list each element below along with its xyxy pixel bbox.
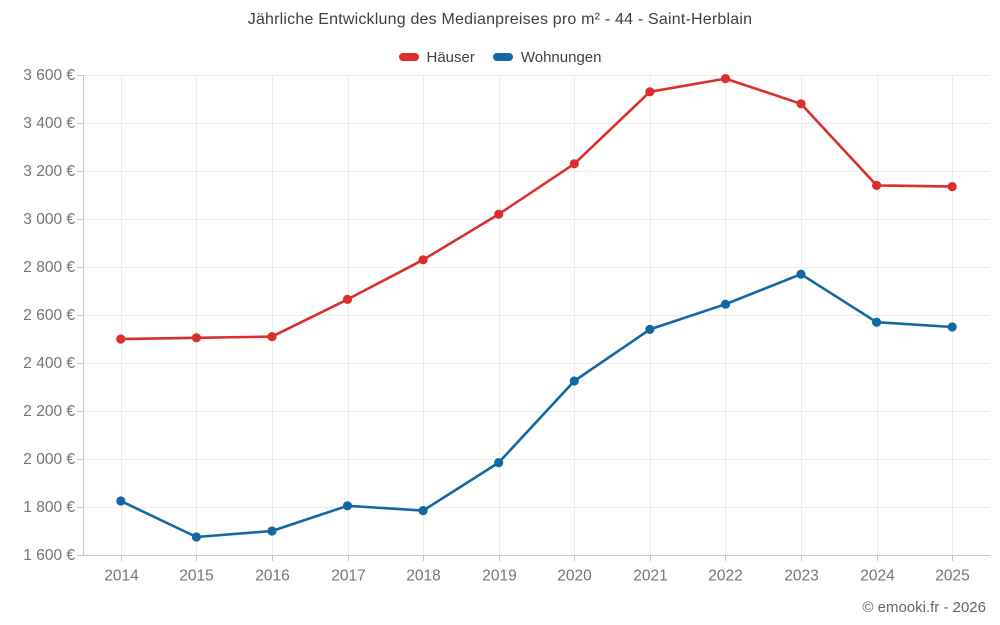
legend-swatch-wohnungen	[492, 53, 513, 61]
data-point-wohnungen-2015[interactable]	[191, 532, 201, 542]
x-tick-label: 2014	[104, 568, 139, 585]
x-tick-label: 2025	[935, 568, 969, 585]
data-point-haeuser-2018[interactable]	[418, 255, 428, 265]
x-tick-label: 2022	[708, 568, 742, 585]
legend-swatch-haeuser	[398, 53, 419, 61]
series-line-haeuser	[119, 77, 954, 341]
data-point-wohnungen-2023[interactable]	[796, 269, 806, 279]
data-point-wohnungen-2019[interactable]	[494, 458, 504, 468]
x-tick-label: 2024	[860, 568, 895, 585]
y-tick-label: 2 200 €	[23, 403, 75, 420]
data-point-haeuser-2016[interactable]	[267, 332, 277, 342]
x-tick-label: 2023	[784, 568, 818, 585]
legend-item-haeuser[interactable]: Häuser	[398, 48, 475, 66]
x-tick-label: 2021	[633, 568, 667, 585]
x-tick-label: 2017	[331, 568, 365, 585]
y-tick-label: 3 200 €	[23, 163, 75, 180]
x-tick-label: 2020	[557, 568, 592, 585]
data-point-haeuser-2019[interactable]	[494, 209, 504, 219]
data-point-haeuser-2017[interactable]	[342, 294, 353, 304]
data-point-wohnungen-2014[interactable]	[116, 496, 126, 506]
data-point-haeuser-2024[interactable]	[872, 180, 882, 190]
legend-item-wohnungen[interactable]: Wohnungen	[492, 48, 602, 66]
y-tick-label: 3 000 €	[23, 211, 75, 228]
data-point-haeuser-2023[interactable]	[796, 99, 806, 109]
copyright: © emooki.fr - 2026	[862, 599, 986, 616]
series-line-wohnungen	[119, 272, 954, 539]
x-tick-label: 2018	[406, 568, 440, 585]
y-tick-label: 2 000 €	[23, 451, 75, 468]
data-point-wohnungen-2025[interactable]	[947, 322, 957, 332]
data-point-haeuser-2022[interactable]	[720, 74, 731, 84]
data-point-haeuser-2015[interactable]	[191, 333, 201, 343]
data-point-haeuser-2025[interactable]	[947, 182, 957, 192]
legend-label-haeuser: Häuser	[426, 48, 475, 66]
data-point-wohnungen-2021[interactable]	[645, 324, 655, 334]
data-point-wohnungen-2016[interactable]	[267, 526, 277, 536]
legend-label-wohnungen: Wohnungen	[520, 48, 602, 66]
data-point-wohnungen-2018[interactable]	[418, 506, 428, 516]
chart-title: Jährliche Entwicklung des Medianpreises …	[247, 11, 753, 28]
y-tick-label: 1 600 €	[23, 547, 75, 564]
data-point-wohnungen-2022[interactable]	[720, 299, 731, 309]
x-tick-label: 2016	[255, 568, 289, 585]
data-point-haeuser-2021[interactable]	[645, 87, 655, 97]
y-tick-label: 3 600 €	[23, 67, 75, 84]
y-tick-label: 2 800 €	[23, 259, 75, 276]
y-tick-label: 3 400 €	[23, 115, 75, 132]
y-tick-label: 2 600 €	[23, 307, 75, 324]
data-point-haeuser-2020[interactable]	[569, 159, 579, 169]
data-point-wohnungen-2024[interactable]	[872, 317, 882, 327]
legend: Häuser Wohnungen	[0, 47, 1000, 67]
y-tick-label: 2 400 €	[23, 355, 75, 372]
x-tick-label: 2015	[179, 568, 213, 585]
y-tick-label: 1 800 €	[23, 499, 75, 516]
x-tick-label: 2019	[482, 568, 516, 585]
data-point-haeuser-2014[interactable]	[116, 334, 126, 344]
data-point-wohnungen-2017[interactable]	[342, 501, 353, 511]
data-point-wohnungen-2020[interactable]	[569, 376, 579, 386]
